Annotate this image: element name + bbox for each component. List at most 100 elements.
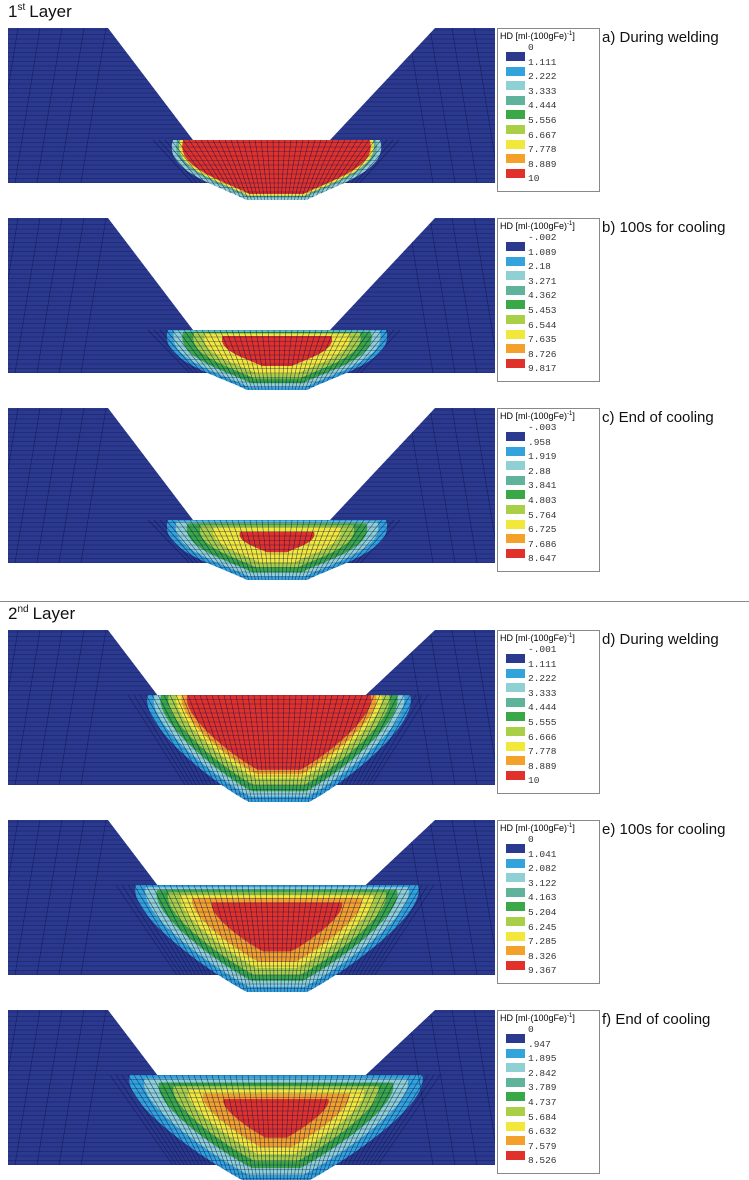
mesh-line [293, 884, 309, 992]
mesh-line [287, 139, 298, 200]
mesh-line [14, 630, 41, 786]
mesh-line [451, 1010, 478, 1166]
mesh-line [429, 630, 456, 786]
mesh-line [181, 1074, 225, 1180]
mesh-line [365, 1074, 441, 1180]
legend-swatch [506, 697, 525, 707]
mesh-line [314, 519, 347, 580]
legend-value: 4.803 [528, 495, 557, 506]
mesh-line [333, 884, 381, 992]
legend-swatch [506, 461, 525, 471]
contour-plot [8, 28, 495, 200]
mesh-line [429, 408, 456, 564]
legend-value: 0 [528, 42, 534, 53]
mesh-line [247, 694, 263, 802]
mesh-line [281, 519, 287, 580]
legend-swatch [506, 844, 525, 853]
mesh-line [407, 1010, 434, 1166]
mesh-line [294, 139, 310, 200]
legend-value: 2.222 [528, 71, 557, 83]
legend-value: 9.817 [528, 363, 557, 375]
legend-value: 2.88 [528, 465, 551, 477]
mesh-line [241, 1074, 258, 1180]
contour-band [239, 531, 315, 553]
mesh-line [8, 408, 19, 564]
legend-title-exponent: -1 [567, 823, 573, 829]
legend-swatch [506, 490, 525, 500]
legend: HD [ml·(100gFe)-1] 0 1.041 2.082 3.122 4.163 5… [497, 820, 600, 984]
legend-swatch [506, 1121, 525, 1131]
contour-plot [8, 408, 495, 580]
mesh-line [316, 884, 351, 992]
legend-swatch [506, 315, 525, 324]
panel-caption: e) 100s for cooling [602, 821, 726, 838]
legend-swatch [506, 300, 525, 310]
legend-value: 7.778 [528, 144, 557, 156]
mesh-line [211, 694, 243, 802]
mesh-line [243, 329, 260, 390]
mesh-line [288, 694, 297, 802]
mesh-line [271, 884, 275, 992]
mesh-line [280, 1074, 285, 1180]
legend-value: 7.635 [528, 334, 557, 346]
mesh-line [219, 519, 246, 580]
mesh-line [205, 1074, 238, 1180]
mesh-line [235, 884, 255, 992]
legend-swatch [506, 917, 525, 926]
mesh-line [207, 519, 240, 580]
mesh-line [121, 1074, 192, 1180]
mesh-line [207, 329, 240, 390]
heading-ordinal: nd [17, 604, 29, 616]
mesh-line [346, 884, 405, 992]
mesh-line [254, 139, 265, 200]
mesh-line [284, 329, 293, 390]
mesh-line [360, 694, 429, 802]
mesh-line [311, 694, 339, 802]
mesh-line [297, 884, 315, 992]
legend-title-text: HD [ml·(100gFe) [500, 633, 568, 643]
legend-swatch [506, 52, 525, 61]
legend-title-close: ] [572, 411, 575, 421]
legend-swatch [506, 858, 525, 868]
mesh-line [80, 408, 107, 564]
mesh-line [133, 1074, 199, 1180]
mesh-line [58, 820, 85, 976]
mesh-line [429, 28, 456, 184]
mesh-line [181, 694, 226, 802]
legend-swatch [506, 505, 525, 514]
mesh-line [407, 218, 434, 374]
mesh-line [473, 1010, 495, 1166]
mesh-line [187, 694, 230, 802]
legend-title-close: ] [572, 823, 575, 833]
mesh-line [296, 1074, 315, 1180]
mesh-line [283, 884, 291, 992]
mesh-line [291, 519, 305, 580]
legend-title-close: ] [572, 221, 575, 231]
mesh-line [121, 884, 193, 992]
mesh-line [237, 329, 256, 390]
legend: HD [ml·(100gFe)-1] -.002 1.089 2.18 3.271 4.3… [497, 218, 600, 382]
mesh-line [259, 694, 269, 802]
legend-value: 0 [528, 1024, 534, 1035]
mesh-line [326, 1074, 369, 1180]
mesh-line [291, 329, 305, 390]
mesh-line [187, 1074, 228, 1180]
legend-value: 1.919 [528, 451, 557, 463]
mesh-line [267, 519, 273, 580]
mesh-line [236, 139, 256, 200]
mesh-line [299, 1074, 321, 1180]
legend-swatch [506, 256, 525, 266]
legend-swatch [506, 168, 525, 178]
legend-value: 6.632 [528, 1126, 557, 1138]
heading-word: Layer [32, 604, 76, 623]
heading-number: 1 [8, 2, 18, 21]
mesh-line [352, 1074, 417, 1180]
legend-swatch [506, 712, 525, 722]
mesh-line [8, 630, 19, 786]
mesh-line [473, 218, 495, 374]
mesh-line [451, 820, 478, 976]
mesh-line [235, 694, 256, 802]
mesh-line [145, 1074, 205, 1180]
mesh-line [249, 519, 263, 580]
mesh-line [231, 519, 253, 580]
